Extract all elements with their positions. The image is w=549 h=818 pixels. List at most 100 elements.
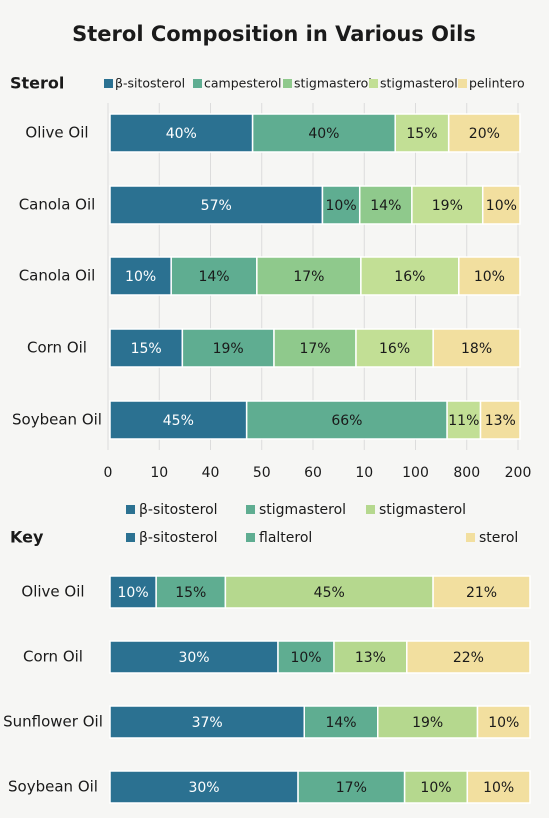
bar-segment — [432, 328, 521, 368]
bar-segment — [447, 113, 521, 153]
category-label: Soybean Oil — [12, 411, 102, 429]
legend-label: stigmasterol — [294, 76, 372, 91]
value-label: 10% — [326, 198, 357, 214]
value-label: 66% — [331, 413, 362, 429]
bar-segment — [476, 705, 531, 739]
legend-label: stigmasterol — [259, 502, 346, 518]
value-label: 10% — [420, 780, 451, 796]
legend-label: β-sitosterol — [139, 530, 218, 546]
value-label: 37% — [192, 715, 223, 731]
category-label: Olive Oil — [25, 124, 88, 142]
x-tick-label: 800 — [453, 465, 480, 481]
bar-segment — [109, 185, 324, 225]
value-label: 19% — [412, 715, 443, 731]
value-label: 30% — [188, 780, 219, 796]
bar-segment — [297, 770, 406, 804]
bar-segment — [403, 770, 469, 804]
x-tick-label: 10 — [150, 465, 168, 481]
value-label: 10% — [290, 650, 321, 666]
legend-swatch — [283, 79, 292, 88]
bar-segment — [458, 256, 521, 296]
value-label: 10% — [118, 585, 149, 601]
value-label: 17% — [299, 341, 330, 357]
bar-segment — [360, 256, 460, 296]
bar-segment — [109, 328, 184, 368]
legend-swatch — [104, 79, 113, 88]
value-label: 15% — [175, 585, 206, 601]
value-label: 30% — [178, 650, 209, 666]
bar-segment — [245, 400, 448, 440]
legend-label: β-sitosterol — [139, 502, 218, 518]
x-tick-label: 200 — [505, 465, 532, 481]
bar-segment — [466, 770, 531, 804]
value-label: 16% — [379, 341, 410, 357]
value-label: 21% — [466, 585, 497, 601]
category-label: Soybean Oil — [8, 778, 98, 796]
legend-label: pelintero — [469, 76, 525, 91]
bar-segment — [355, 328, 434, 368]
value-label: 13% — [355, 650, 386, 666]
x-tick-label: 100 — [402, 465, 429, 481]
legend-label: sterol — [479, 530, 518, 546]
bar-segment — [109, 400, 248, 440]
value-label: 14% — [370, 198, 401, 214]
bar-segment — [109, 575, 157, 609]
legend-swatch — [466, 533, 475, 542]
bar-segment — [181, 328, 275, 368]
bar-segment — [224, 575, 434, 609]
legend-swatch — [246, 533, 255, 542]
value-label: 45% — [314, 585, 345, 601]
legend-label: stigmasterol — [379, 502, 466, 518]
value-label: 10% — [488, 715, 519, 731]
bar-segment — [321, 185, 361, 225]
x-tick-label: 60 — [304, 465, 322, 481]
value-label: 14% — [198, 269, 229, 285]
value-label: 17% — [293, 269, 324, 285]
x-tick-label: 50 — [253, 465, 271, 481]
legend-swatch — [126, 533, 135, 542]
bar-segment — [481, 185, 521, 225]
legend-label: flalterol — [259, 530, 312, 546]
value-label: 16% — [394, 269, 425, 285]
value-label: 19% — [432, 198, 463, 214]
value-label: 17% — [336, 780, 367, 796]
legend-swatch — [458, 79, 467, 88]
legend-swatch — [369, 79, 378, 88]
bar-segment — [333, 640, 408, 674]
value-label: 14% — [325, 715, 356, 731]
bar-segment — [251, 113, 396, 153]
value-label: 10% — [483, 780, 514, 796]
bar-segment — [109, 113, 254, 153]
chart-title: Sterol Composition in Various Oils — [72, 22, 476, 46]
value-label: 13% — [485, 413, 516, 429]
axis-label: Sterol — [10, 74, 64, 93]
value-label: 11% — [448, 413, 479, 429]
bar-segment — [277, 640, 335, 674]
value-label: 10% — [125, 269, 156, 285]
bar-segment — [109, 705, 305, 739]
value-label: 10% — [474, 269, 505, 285]
bar-segment — [432, 575, 531, 609]
legend-label: stigmasterol — [380, 76, 458, 91]
x-tick-label: 40 — [202, 465, 220, 481]
bar-segment — [303, 705, 379, 739]
bar-segment — [170, 256, 258, 296]
category-label: Corn Oil — [27, 339, 87, 357]
value-label: 15% — [406, 126, 437, 142]
bar-segment — [479, 400, 521, 440]
bar-segment — [273, 328, 357, 368]
legend-swatch — [366, 505, 375, 514]
value-label: 20% — [469, 126, 500, 142]
x-tick-label: 0 — [104, 465, 113, 481]
bar-segment — [394, 113, 450, 153]
value-label: 15% — [131, 341, 162, 357]
x-tick-label: 10 — [355, 465, 373, 481]
bar-segment — [406, 640, 531, 674]
legend-label: β-sitosterol — [115, 76, 185, 91]
value-label: 18% — [461, 341, 492, 357]
value-label: 45% — [163, 413, 194, 429]
legend-swatch — [193, 79, 202, 88]
value-label: 40% — [166, 126, 197, 142]
bar-segment — [109, 256, 172, 296]
